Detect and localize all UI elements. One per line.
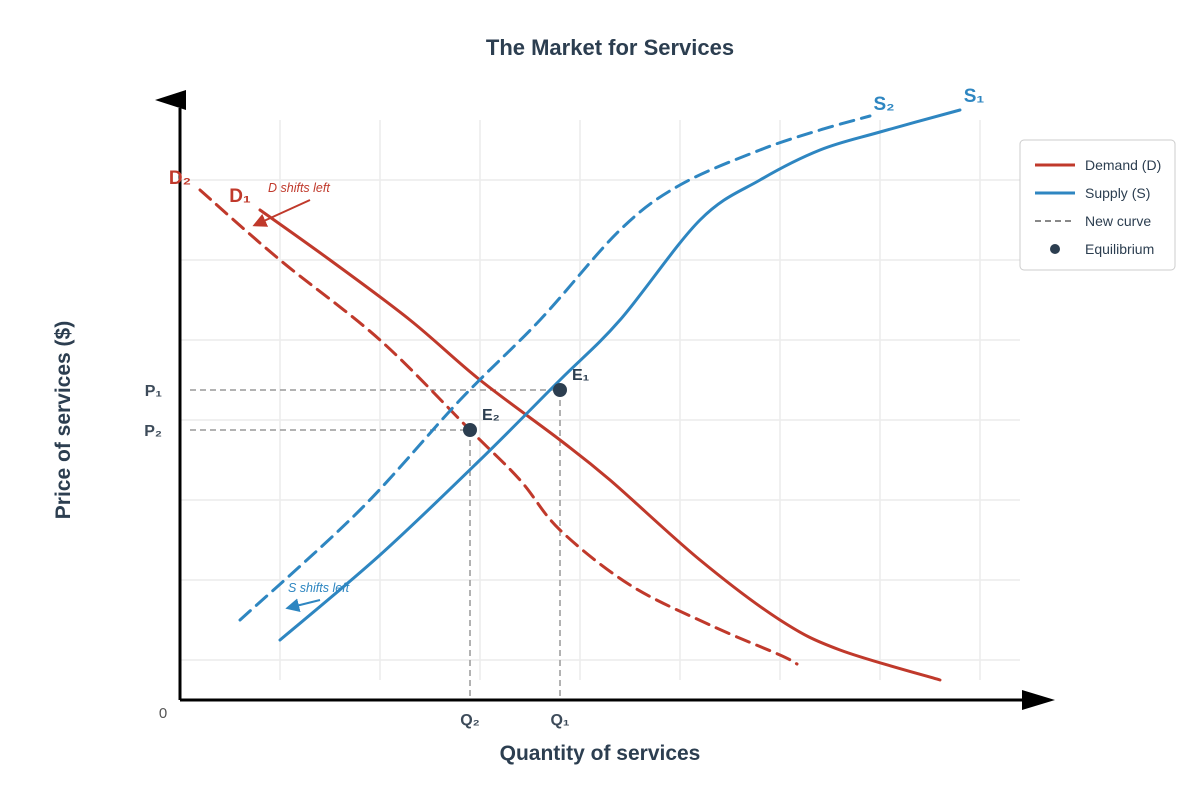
tick-labels: Q₁ P₁ Q₂ P₂ xyxy=(144,383,570,729)
legend-entry: New curve xyxy=(1085,213,1151,229)
x-axis-label: Quantity of services xyxy=(500,742,701,765)
shift-annotation-2: S shifts left xyxy=(288,581,350,595)
curves xyxy=(198,108,962,682)
curve-labels: D₁ D₂ S₁ S₂ xyxy=(169,86,984,207)
shift-annotation-1: D shifts left xyxy=(268,181,330,195)
curve-s1 xyxy=(278,108,962,642)
origin-label: 0 xyxy=(159,705,167,722)
curve-label-d1: D₁ xyxy=(229,186,251,207)
equilibrium-label-1: E₁ xyxy=(572,367,590,384)
shift-arrow-1 xyxy=(252,199,311,227)
x-tick-label: Q₁ xyxy=(550,712,569,729)
shift-arrow-2 xyxy=(285,598,321,613)
y-axis-arrow xyxy=(155,90,186,110)
curve-label-d2: D₂ xyxy=(169,168,191,189)
y-tick-label: P₂ xyxy=(144,423,162,440)
grid xyxy=(180,120,1020,680)
legend: Demand (D) Supply (S) New curve Equilibrium xyxy=(1019,139,1176,271)
curve-s2 xyxy=(238,114,872,622)
curve-label-s1: S₁ xyxy=(964,86,985,107)
curve-d1 xyxy=(258,208,942,682)
legend-entry: Demand (D) xyxy=(1085,157,1161,173)
legend-marker-dot xyxy=(1050,244,1060,254)
equilibrium-point-1 xyxy=(553,383,567,397)
equilibrium-points: E₁ E₂ xyxy=(463,367,590,437)
x-tick-label: Q₂ xyxy=(460,712,480,729)
chart-title: The Market for Services xyxy=(486,35,734,60)
curve-d2 xyxy=(198,188,799,666)
legend-box xyxy=(1019,139,1176,271)
y-tick-label: P₁ xyxy=(145,383,163,400)
legend-entry: Supply (S) xyxy=(1085,185,1150,201)
equilibrium-label-2: E₂ xyxy=(482,407,500,424)
equilibrium-point-2 xyxy=(463,423,477,437)
legend-entry: Equilibrium xyxy=(1085,241,1154,257)
axes xyxy=(155,90,1055,710)
y-axis-label: Price of services ($) xyxy=(52,321,75,519)
curve-label-s2: S₂ xyxy=(873,94,894,115)
x-axis-arrow xyxy=(1022,690,1055,710)
annotations: D shifts left S shifts left xyxy=(252,181,350,613)
